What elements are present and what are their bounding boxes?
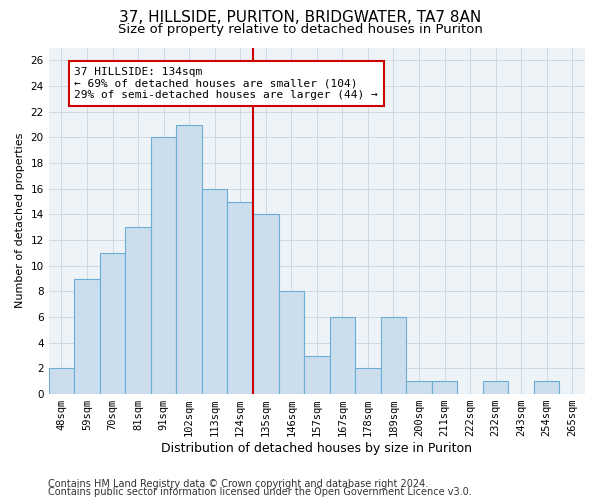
Text: 37, HILLSIDE, PURITON, BRIDGWATER, TA7 8AN: 37, HILLSIDE, PURITON, BRIDGWATER, TA7 8…	[119, 10, 481, 25]
Bar	[100, 253, 125, 394]
Text: Contains public sector information licensed under the Open Government Licence v3: Contains public sector information licen…	[48, 487, 472, 497]
Bar	[227, 202, 253, 394]
Bar	[406, 381, 432, 394]
Text: Contains HM Land Registry data © Crown copyright and database right 2024.: Contains HM Land Registry data © Crown c…	[48, 479, 428, 489]
Text: Size of property relative to detached houses in Puriton: Size of property relative to detached ho…	[118, 22, 482, 36]
Bar	[432, 381, 457, 394]
Bar	[151, 138, 176, 394]
Bar	[380, 317, 406, 394]
Bar	[329, 317, 355, 394]
Bar	[202, 188, 227, 394]
Bar	[253, 214, 278, 394]
X-axis label: Distribution of detached houses by size in Puriton: Distribution of detached houses by size …	[161, 442, 472, 455]
Bar	[278, 292, 304, 394]
Y-axis label: Number of detached properties: Number of detached properties	[15, 133, 25, 308]
Bar	[355, 368, 380, 394]
Bar	[74, 278, 100, 394]
Bar	[304, 356, 329, 394]
Text: 37 HILLSIDE: 134sqm
← 69% of detached houses are smaller (104)
29% of semi-detac: 37 HILLSIDE: 134sqm ← 69% of detached ho…	[74, 67, 378, 100]
Bar	[534, 381, 559, 394]
Bar	[125, 227, 151, 394]
Bar	[176, 124, 202, 394]
Bar	[49, 368, 74, 394]
Bar	[483, 381, 508, 394]
